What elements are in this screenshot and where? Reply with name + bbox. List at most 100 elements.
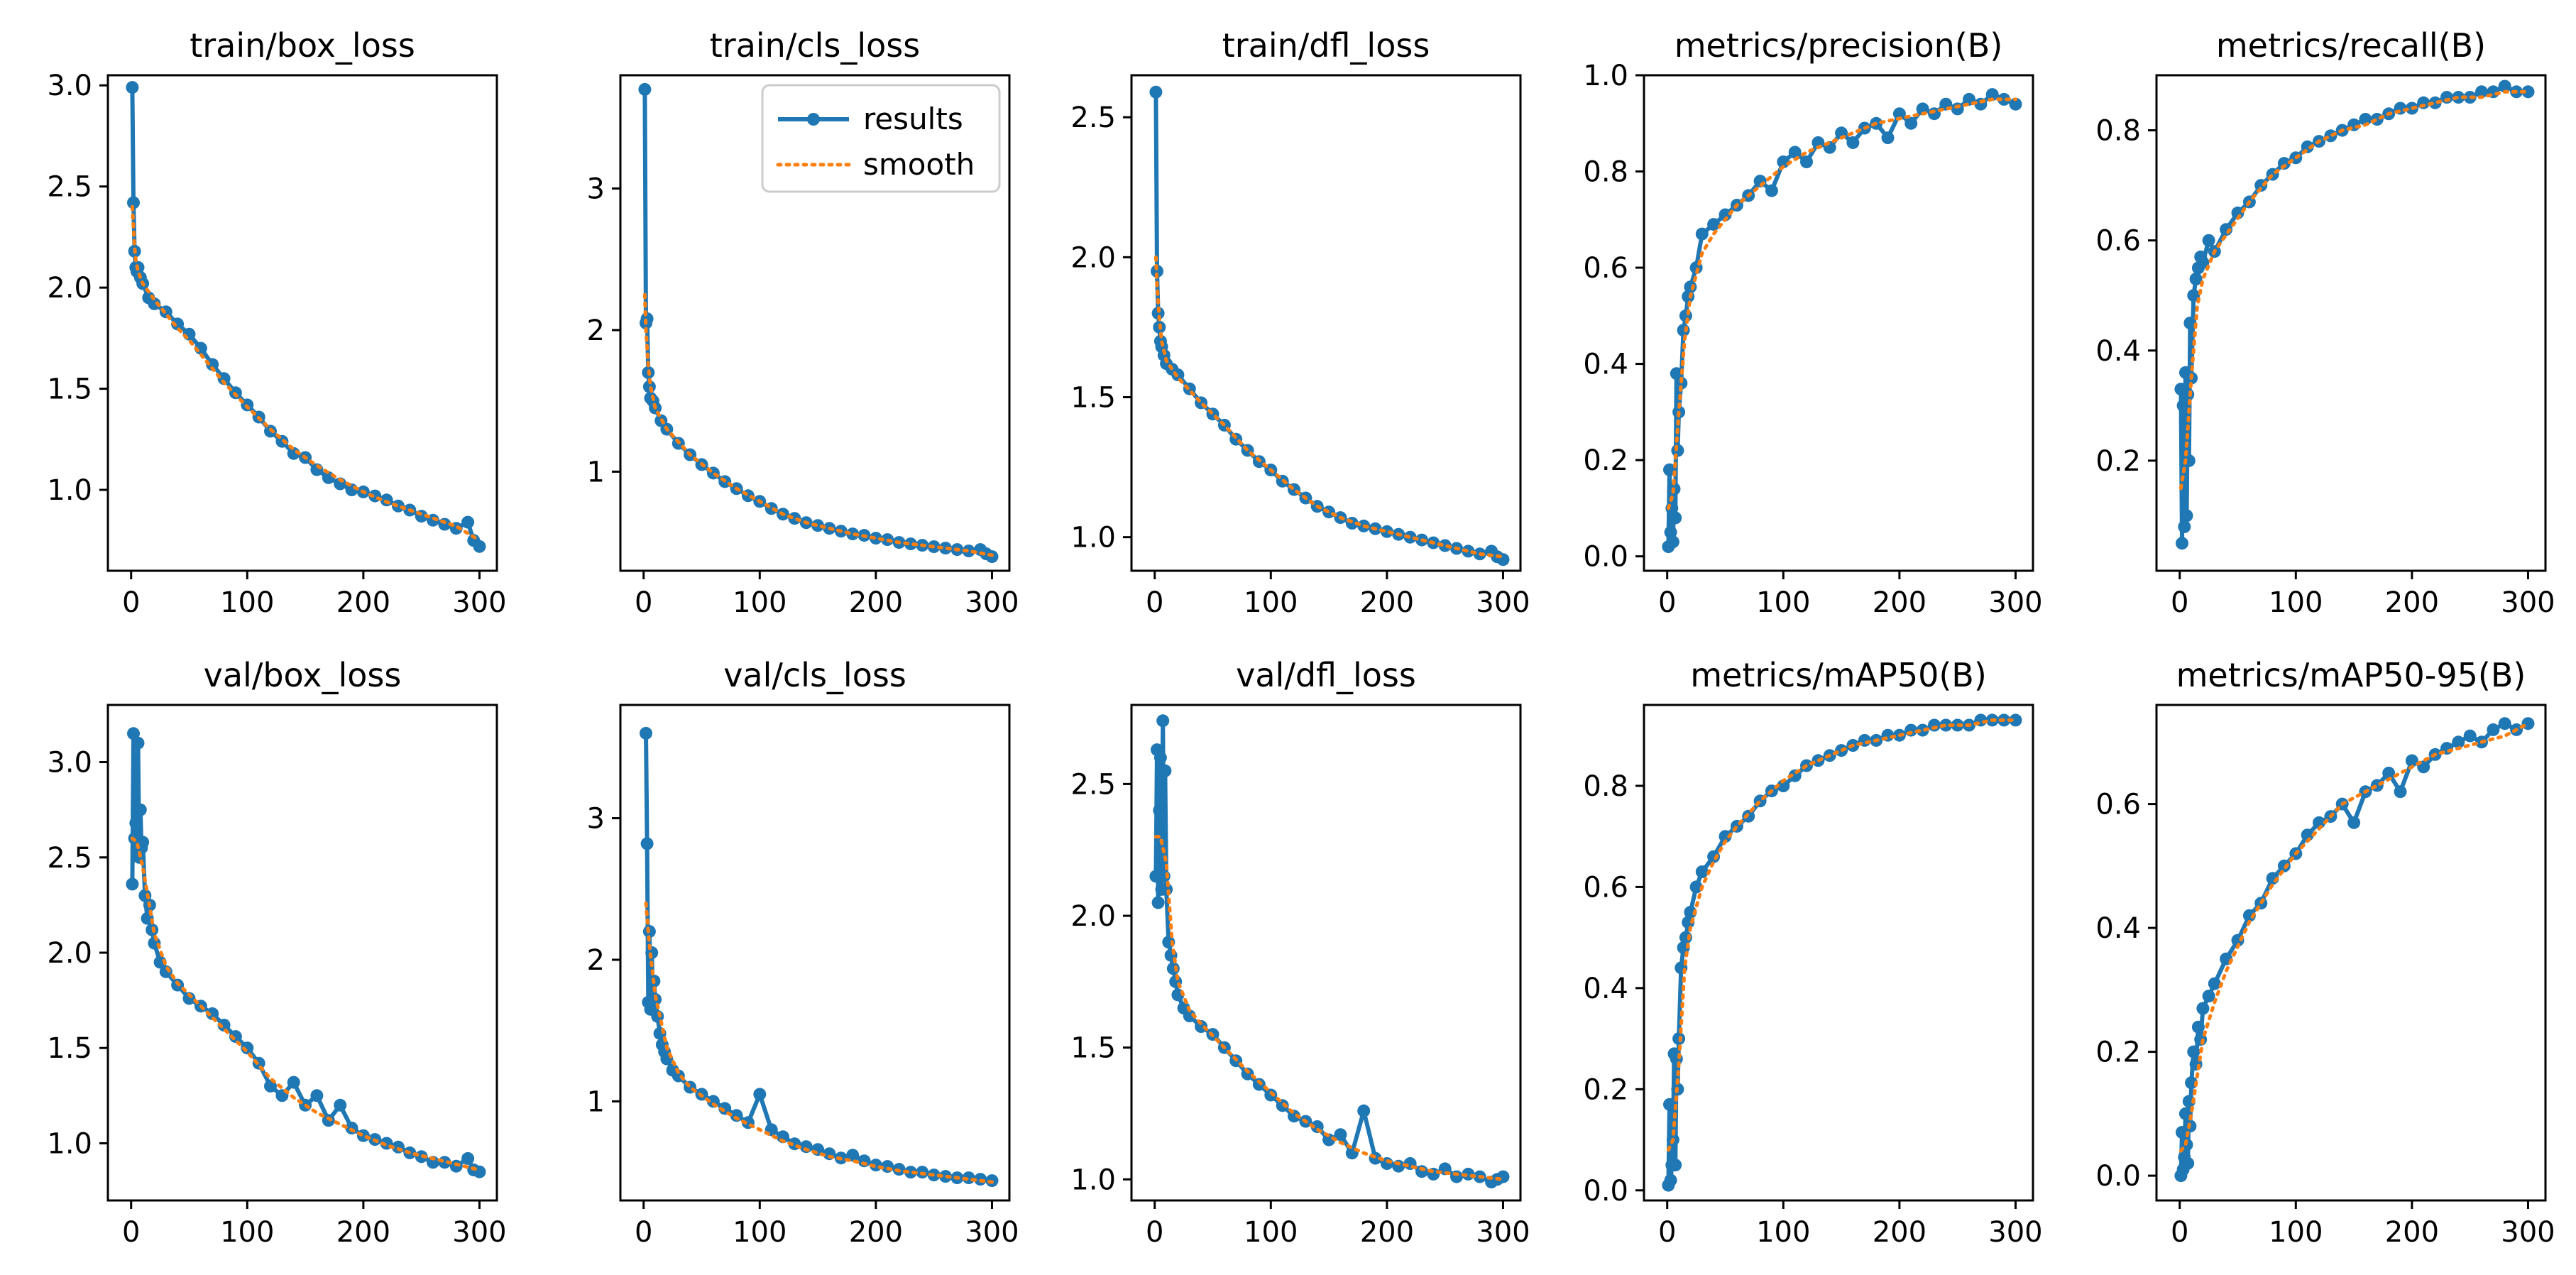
results-point [2181, 388, 2195, 401]
results-point [2498, 717, 2511, 730]
results-point [1881, 131, 1895, 145]
results-point [904, 1166, 917, 1179]
axes-frame [1643, 704, 2034, 1202]
results-point [473, 540, 486, 553]
x-tick-label: 100 [2269, 586, 2323, 619]
results-point [1670, 367, 1683, 381]
y-tick-label: 2.0 [47, 272, 92, 305]
results-line [2178, 84, 2528, 546]
plot-area [126, 727, 486, 1178]
plot-area [2174, 717, 2535, 1183]
results-point [2178, 1107, 2192, 1120]
results-point [1689, 880, 1703, 894]
results-point [2189, 273, 2203, 285]
results-point [2428, 96, 2442, 109]
results-point [788, 512, 801, 525]
results-point [1684, 280, 1697, 294]
y-tick-label: 2.0 [47, 937, 92, 970]
x-tick-label: 300 [1476, 586, 1530, 619]
x-tick-label: 200 [849, 1216, 903, 1249]
results-point [136, 836, 150, 849]
y-tick-label: 1.5 [1070, 1032, 1116, 1065]
results-point [1985, 88, 1999, 102]
results-point [1153, 751, 1167, 765]
x-tick-label: 200 [2385, 586, 2439, 619]
results-point [2208, 977, 2221, 990]
x-tick-label: 0 [122, 586, 140, 619]
y-tick-label: 0.4 [1583, 349, 1628, 381]
results-point [2196, 256, 2210, 269]
results-point [846, 527, 860, 541]
chart-title: metrics/precision(B) [1675, 26, 2003, 65]
y-tick-label: 2 [587, 314, 605, 347]
results-point [1800, 155, 1813, 168]
y-tick-label: 3.0 [47, 747, 92, 779]
chart-val-box-loss: val/box_loss 0 100 200 300 1.0 1.5 2.0 2.5 3.0 [47, 656, 506, 1249]
y-tick-label: 2.0 [1070, 900, 1116, 933]
legend-smooth-label: smooth [863, 147, 975, 182]
y-tick-label: 1 [587, 456, 605, 488]
smooth-line [1666, 718, 2017, 1152]
results-point [2277, 859, 2291, 872]
results-point [1392, 1159, 1405, 1173]
results-point [1195, 1020, 1208, 1033]
x-tick-label: 0 [1658, 1216, 1676, 1249]
results-point [1438, 539, 1452, 552]
results-point [2242, 909, 2256, 922]
results-point [2178, 520, 2191, 533]
results-point [2452, 735, 2465, 749]
results-point [148, 297, 161, 310]
results-point [1664, 525, 1677, 539]
y-tick-label: 1 [587, 1085, 605, 1118]
results-point [1846, 136, 1860, 149]
chart-val-dfl-loss: val/dfl_loss 0 100 200 300 1.0 1.5 2.0 2.5 [1070, 656, 1530, 1249]
chart-title: val/box_loss [204, 656, 402, 694]
results-point [1663, 1098, 1676, 1111]
legend-results-marker [807, 113, 820, 126]
results-point [1892, 107, 1906, 121]
y-tick-label: 1.5 [47, 373, 92, 406]
results-point [1380, 525, 1393, 538]
y-tick-label: 1.0 [1070, 1164, 1116, 1196]
results-point [461, 1151, 475, 1165]
x-tick-label: 100 [1244, 586, 1298, 619]
results-line [1666, 718, 2016, 1186]
chart-title: val/dfl_loss [1236, 656, 1416, 694]
results-point [1695, 227, 1709, 241]
y-tick-label: 2.5 [47, 842, 92, 875]
x-tick-label: 0 [2171, 586, 2188, 619]
y-tick-label: 2.5 [1070, 768, 1116, 801]
plot-area [126, 81, 486, 553]
smooth-line [1153, 255, 1505, 559]
x-tick-label: 100 [733, 1216, 786, 1249]
results-point [2370, 779, 2384, 792]
results-point [182, 992, 196, 1005]
results-point [2359, 113, 2372, 126]
plot-area [1662, 713, 2022, 1192]
results-point [1928, 718, 1941, 732]
results-point [1264, 1088, 1278, 1102]
results-point [127, 727, 140, 740]
y-tick-label: 0.6 [1583, 871, 1628, 904]
plot-area [640, 726, 999, 1188]
results-point [217, 372, 231, 385]
results-point [1151, 896, 1165, 909]
results-point [2463, 729, 2477, 743]
results-point [962, 545, 975, 558]
results-point [1695, 865, 1709, 878]
chart-train-dfl-loss: train/dfl_loss 0 100 200 300 1.0 1.5 2.0 2.5 [1070, 26, 1530, 619]
results-point [2370, 113, 2384, 126]
results-point [1677, 324, 1690, 337]
x-tick-label: 300 [452, 1216, 506, 1249]
results-point [1158, 764, 1172, 777]
axes-frame [1643, 74, 2034, 572]
x-tick-label: 300 [965, 586, 1019, 619]
chart-title: val/cls_loss [723, 656, 906, 694]
y-tick-label: 2.5 [1070, 102, 1116, 134]
results-point [1951, 102, 1964, 116]
results-point [640, 312, 654, 325]
results-point [1777, 155, 1790, 168]
chart-title: train/dfl_loss [1222, 26, 1430, 65]
results-point [846, 1149, 860, 1162]
results-point [1252, 1078, 1266, 1091]
